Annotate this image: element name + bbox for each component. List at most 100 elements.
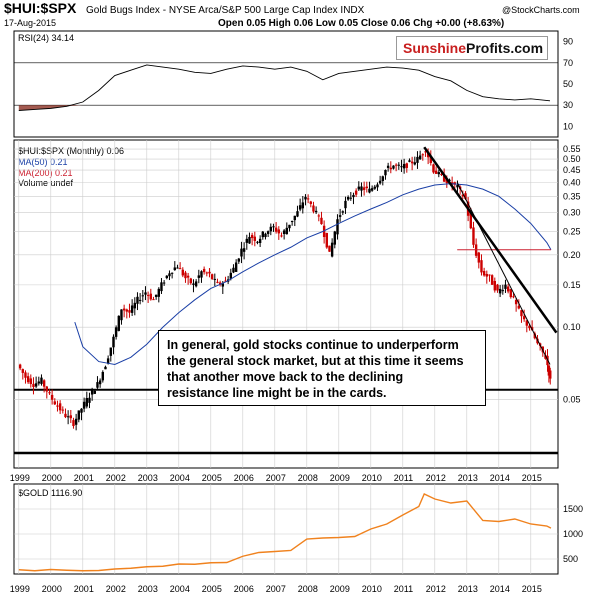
candle-body	[282, 230, 286, 235]
candle-body	[293, 215, 296, 221]
candle-body	[146, 294, 150, 296]
candle-body	[61, 409, 64, 411]
candle-body	[424, 151, 427, 153]
candle-body	[45, 386, 48, 392]
candle-body	[96, 382, 99, 388]
candle-body	[392, 165, 395, 169]
candle-body	[482, 271, 486, 276]
candle-body	[237, 258, 240, 262]
gold-year-label: 2007	[266, 584, 286, 594]
chart-description: Gold Bugs Index - NYSE Arca/S&P 500 Larg…	[86, 5, 365, 16]
sunshine-profits-logo: SunshineProfits.com	[396, 36, 548, 60]
candle-body	[328, 245, 331, 252]
candle-body	[341, 211, 344, 213]
candle-body	[160, 282, 163, 292]
gold-tick-label: 1000	[563, 529, 583, 539]
candle-body	[525, 320, 528, 326]
candle-body	[80, 408, 83, 413]
candle-body	[432, 164, 435, 173]
price-year-label: 2004	[170, 473, 190, 483]
gold-year-label: 1999	[10, 584, 30, 594]
candle-body	[232, 267, 235, 273]
gold-line	[18, 493, 552, 572]
candle-body	[354, 190, 358, 195]
candle-body	[58, 403, 62, 411]
candle-body	[277, 229, 280, 234]
candle-body	[152, 299, 155, 301]
candle-body	[480, 260, 483, 273]
candle-body	[378, 180, 382, 184]
price-legend-main: $HUI:$SPX (Monthly) 0.06	[18, 146, 124, 156]
candle-body	[210, 274, 214, 279]
candle-body	[464, 193, 467, 199]
candle-body	[138, 299, 142, 301]
candle-body	[437, 172, 440, 175]
gold-panel: $GOLD 1116.90	[13, 483, 559, 575]
candle-body	[208, 271, 211, 274]
candle-body	[448, 179, 451, 182]
candle-body	[301, 202, 304, 209]
price-legend-ma50: MA(50) 0.21	[18, 157, 68, 167]
watermark: @StockCharts.com	[502, 5, 580, 15]
price-panel: $HUI:$SPX (Monthly) 0.06 MA(50) 0.21 MA(…	[13, 139, 559, 469]
candle-body	[469, 212, 472, 229]
price-tick-label: 0.55	[563, 144, 581, 154]
price-tick-label: 0.40	[563, 177, 581, 187]
candle-body	[296, 211, 299, 217]
candle-body	[368, 188, 371, 193]
price-year-label: 2002	[106, 473, 126, 483]
candle-body	[234, 262, 238, 272]
candle-body	[386, 165, 390, 168]
gold-label: $GOLD 1116.90	[18, 488, 82, 498]
price-year-label: 2010	[362, 473, 382, 483]
price-tick-label: 0.15	[563, 280, 581, 290]
candle-body	[440, 173, 443, 175]
candle-body	[512, 296, 515, 298]
candle-body	[106, 358, 110, 364]
candle-body	[349, 197, 352, 199]
candle-body	[384, 169, 387, 176]
secondary-trendline	[456, 182, 551, 365]
candle-body	[213, 278, 216, 280]
candle-body	[216, 281, 219, 283]
candle-body	[157, 288, 160, 297]
candle-body	[312, 205, 315, 212]
price-tick-label: 0.10	[563, 322, 581, 332]
candle-body	[544, 355, 547, 359]
candle-body	[141, 295, 144, 297]
candle-body	[40, 377, 43, 384]
candle-body	[485, 273, 488, 277]
candle-body	[258, 238, 262, 244]
candle-body	[90, 389, 94, 395]
candle-body	[250, 234, 254, 239]
candle-body	[504, 284, 507, 289]
candle-body	[173, 267, 176, 271]
candle-body	[168, 273, 171, 277]
candle-body	[290, 220, 294, 223]
rsi-tick-label: 70	[563, 58, 573, 68]
candle-body	[154, 294, 158, 297]
gold-panel-frame	[13, 483, 559, 575]
price-year-label: 2012	[426, 473, 446, 483]
candle-body	[381, 176, 384, 181]
gold-year-label: 2013	[458, 584, 478, 594]
candle-body	[125, 309, 128, 312]
candle-body	[24, 372, 27, 378]
candle-body	[218, 282, 222, 285]
candle-body	[288, 224, 291, 229]
annotation-line: In general, gold stocks continue to unde…	[167, 338, 459, 352]
candle-body	[514, 299, 518, 305]
candle-body	[346, 197, 350, 200]
candle-body	[85, 398, 88, 407]
candle-body	[34, 383, 38, 387]
candle-body	[248, 236, 251, 244]
price-legend-volume: Volume undef	[18, 178, 74, 188]
candle-body	[53, 401, 56, 405]
candle-body	[21, 369, 24, 373]
rsi-tick-label: 30	[563, 100, 573, 110]
candle-body	[32, 383, 35, 388]
candle-body	[400, 166, 403, 168]
candle-body	[304, 196, 307, 200]
candle-body	[269, 226, 272, 232]
candle-body	[522, 316, 526, 320]
